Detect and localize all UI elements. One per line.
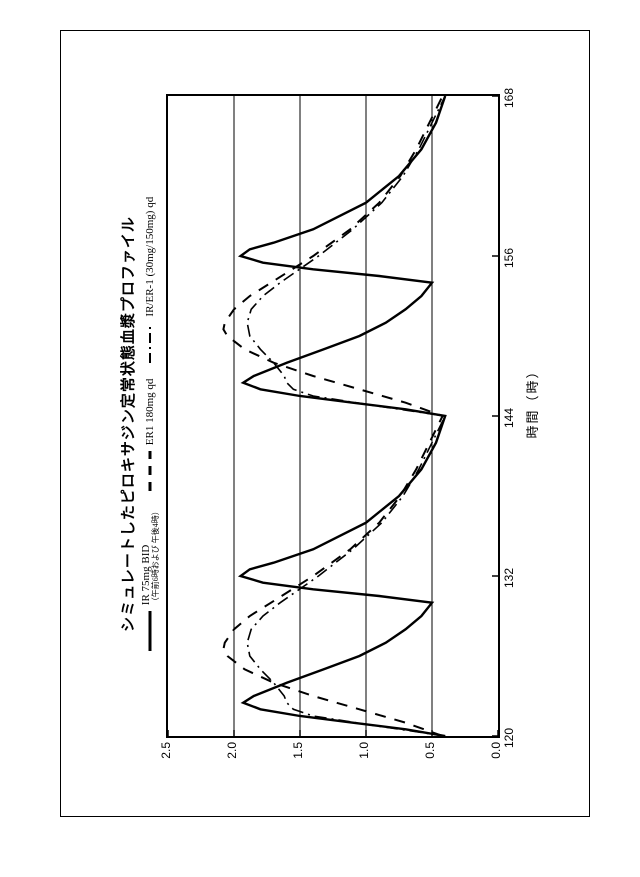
chart-title: シミュレートしたピロキサジン定常状態血漿プロファイル	[117, 64, 138, 784]
x-tick-label: 120	[502, 727, 516, 747]
x-ticks: 120132144156168	[500, 98, 518, 738]
x-tick-label: 168	[502, 87, 516, 107]
legend-swatch-s3	[143, 322, 157, 362]
plot-container: 0.00.51.01.52.02.5 120132144156168 時間（時）	[166, 64, 541, 738]
legend-label-s2: ER1 180mg qd	[144, 378, 156, 445]
outer-border: シミュレートしたピロキサジン定常状態血漿プロファイル IR 75mg BID （…	[60, 30, 590, 817]
page-frame: シミュレートしたピロキサジン定常状態血漿プロファイル IR 75mg BID （…	[0, 0, 640, 877]
y-tick-label: 0.0	[489, 742, 503, 759]
plot-area	[166, 94, 500, 738]
legend-sub-s1: （午前6時および 午後4時）	[152, 507, 160, 605]
y-tick-label: 2.5	[159, 742, 173, 759]
x-tick-label: 144	[502, 407, 516, 427]
y-tick-label: 2.0	[225, 742, 239, 759]
y-tick-label: 1.0	[357, 742, 371, 759]
y-tick-label: 1.5	[291, 742, 305, 759]
legend-swatch-s2	[143, 451, 157, 491]
y-tick-label: 0.5	[423, 742, 437, 759]
legend-item-s2: ER1 180mg qd	[143, 378, 157, 491]
x-tick-label: 132	[502, 567, 516, 587]
legend-item-s3: IR/ER-1 (30mg/150mg) qd	[143, 196, 157, 362]
y-ticks: 0.00.51.01.52.02.5	[166, 742, 496, 772]
legend-swatch-s1	[143, 611, 157, 651]
chart-rotated: シミュレートしたピロキサジン定常状態血漿プロファイル IR 75mg BID （…	[109, 64, 541, 784]
legend-label-s3: IR/ER-1 (30mg/150mg) qd	[144, 196, 156, 316]
legend-item-s1: IR 75mg BID （午前6時および 午後4時）	[140, 507, 160, 651]
x-tick-label: 156	[502, 247, 516, 267]
x-axis-label: 時間（時）	[522, 64, 541, 738]
legend: IR 75mg BID （午前6時および 午後4時） ER1 180mg qd …	[140, 64, 160, 784]
